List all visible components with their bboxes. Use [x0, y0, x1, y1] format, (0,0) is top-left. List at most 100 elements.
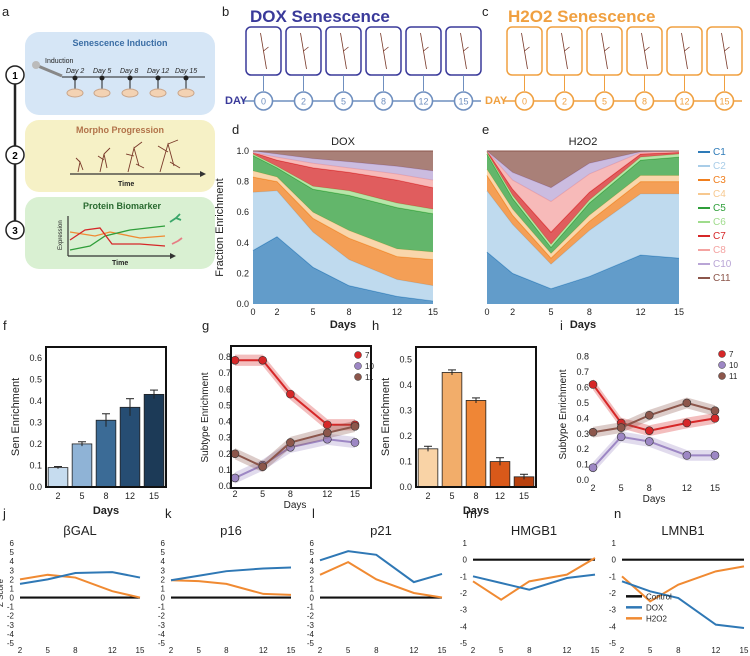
legend-marker — [354, 373, 362, 381]
y-tick-label: -1 — [307, 603, 315, 612]
panel-label-k: k — [165, 506, 172, 521]
legend-entry: C7 — [698, 229, 731, 243]
y-tick-label: 1 — [161, 584, 166, 593]
point-10 — [682, 451, 692, 460]
legend-entry: C1 — [698, 145, 731, 159]
legend-label: 10 — [365, 362, 374, 371]
x-tick-label: 2 — [18, 646, 23, 655]
y-tick-label: 1.0 — [236, 146, 249, 156]
area-C8 — [253, 152, 433, 188]
y-tick-label: 0 — [310, 594, 315, 603]
point-11 — [682, 398, 692, 408]
legend-entry: C2 — [698, 159, 731, 173]
y-tick-label: 0 — [161, 594, 166, 603]
y-tick-label: -2 — [609, 589, 617, 598]
legend-entry: C3 — [698, 173, 731, 187]
area-C11 — [487, 151, 679, 188]
series-line-H2O2 — [170, 579, 292, 596]
panel-label-a: a — [2, 4, 10, 19]
legend-label: C1 — [713, 146, 726, 158]
panel-label-g: g — [202, 318, 210, 333]
x-tick-label: 2 — [318, 646, 323, 655]
legend-label: 10 — [729, 361, 738, 370]
panel-label-l: l — [312, 506, 315, 521]
y-tick-label: 0.6 — [576, 383, 589, 393]
x-tick-label: 8 — [103, 491, 108, 501]
y-tick-label: 0.7 — [218, 368, 231, 378]
plot-frame — [45, 346, 167, 488]
point-11 — [588, 427, 598, 437]
x-tick-label: 12 — [409, 646, 418, 655]
y-tick-label: 4 — [161, 557, 166, 566]
legend-marker — [354, 351, 362, 359]
y-tick-label: -1 — [460, 572, 468, 581]
legend-marker — [718, 361, 726, 369]
x-tick-label: 8 — [527, 646, 532, 655]
series-line-H2O2 — [319, 560, 443, 599]
y-tick-label: -2 — [7, 612, 15, 621]
legend-label: C10 — [713, 258, 732, 270]
x-tick-label: 15 — [519, 491, 529, 501]
chart-title: p21 — [370, 523, 392, 538]
y-tick-label: 0.0 — [576, 475, 589, 485]
legend-entry: C5 — [698, 201, 731, 215]
y-tick-label: -3 — [7, 621, 15, 630]
y-tick-label: -3 — [609, 606, 617, 615]
series-line-DOX — [319, 550, 443, 584]
area-C1 — [487, 251, 679, 304]
area-chart-e: H2O2 0 2 5 8 12 15 Days — [484, 136, 684, 331]
x-tick-label: 12 — [322, 489, 332, 499]
x-tick-label: 15 — [350, 489, 360, 499]
x-tick-label: 2 — [590, 483, 595, 493]
legend-swatch — [698, 221, 710, 223]
y-tick-label: 0.3 — [576, 429, 589, 439]
x-tick-label: 12 — [392, 307, 402, 317]
area-C8 — [487, 151, 679, 233]
y-tick-label: 5 — [310, 548, 315, 557]
y-tick-label: 0 — [10, 594, 15, 603]
area-C7 — [253, 152, 433, 210]
series-line-H2O2 — [621, 565, 745, 603]
y-tick-label: 0.3 — [29, 417, 42, 427]
point-10 — [588, 463, 598, 472]
y-tick-label: 0.1 — [29, 460, 42, 470]
x-tick-label: 5 — [196, 646, 201, 655]
y-tick-label: -3 — [460, 606, 468, 615]
legend-marker — [718, 350, 726, 358]
y-axis-label: Sen Enrichment — [380, 378, 392, 456]
legend-label: 7 — [365, 351, 370, 360]
panel-label-c: c — [482, 4, 489, 19]
y-tick-label: 0.3 — [399, 406, 412, 416]
x-axis-label: Days — [570, 319, 596, 331]
y-axis-label: Subtype Enrichment — [558, 369, 569, 459]
y-tick-label: -4 — [7, 630, 15, 639]
x-tick-label: 15 — [674, 307, 684, 317]
plot-frame — [415, 346, 537, 488]
legend-label: C7 — [713, 230, 726, 242]
cluster-legend: C1 C2 C3 C4 C5 C6 C7 C8 C10 C11 — [698, 145, 731, 285]
y-tick-label: -3 — [307, 621, 315, 630]
y-tick-label: 0.0 — [399, 482, 412, 492]
y-tick-label: 0.2 — [399, 431, 412, 441]
y-tick-label: 0.3 — [218, 433, 231, 443]
y-tick-label: -5 — [609, 639, 617, 648]
x-tick-label: 2 — [471, 646, 476, 655]
area-C3 — [487, 175, 679, 265]
ci-band-7 — [235, 354, 355, 431]
x-tick-label: 0 — [250, 307, 255, 317]
y-tick-label: 0.1 — [576, 460, 589, 470]
chart-title: p16 — [220, 523, 242, 538]
x-axis-label: Days — [643, 494, 666, 505]
legend-label: C4 — [713, 188, 726, 200]
ci-band-11 — [235, 420, 355, 473]
y-tick-label: 2 — [310, 575, 315, 584]
y-tick-label: 4 — [10, 557, 15, 566]
y-tick-label: 0 — [463, 556, 468, 565]
point-11 — [710, 406, 720, 415]
x-tick-label: 12 — [259, 646, 268, 655]
legend-swatch — [698, 207, 710, 209]
bar-2 — [417, 448, 439, 488]
bar-8 — [95, 419, 117, 488]
x-tick-label: 5 — [619, 483, 624, 493]
